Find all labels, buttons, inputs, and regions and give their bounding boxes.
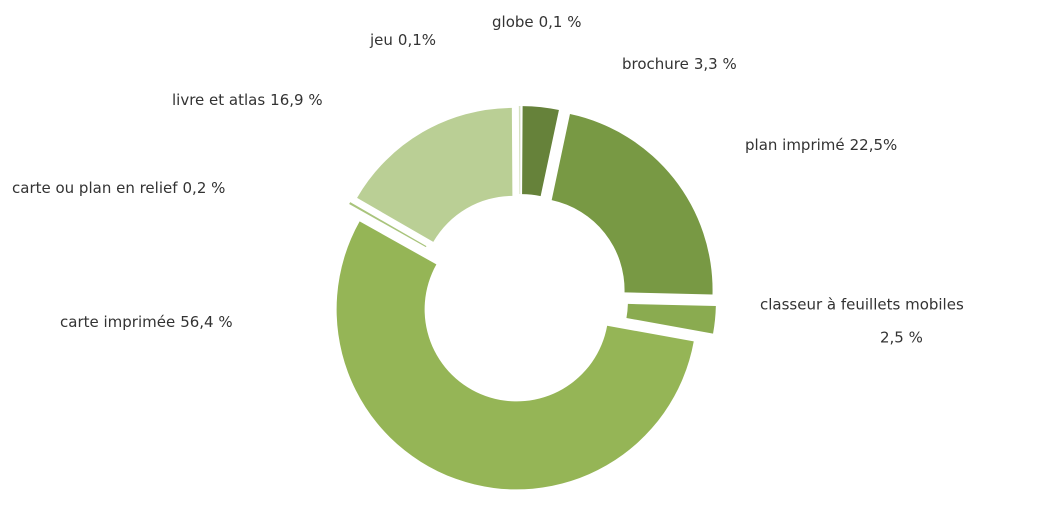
slice-value-label: 22,5% [850, 136, 898, 154]
slice-value-label: 2,5 % [880, 329, 923, 347]
slice-value-label: 16,9 % [270, 91, 322, 109]
slice-value-label: 0,1 % [539, 13, 582, 31]
slice-label: jeu 0,1% [369, 31, 436, 49]
slice-label: classeur à feuillets mobiles [760, 296, 964, 314]
slice-label: brochure 3,3 % [622, 55, 737, 73]
slice-label: globe 0,1 % [492, 13, 582, 31]
slice-value-label: 0,1% [398, 31, 436, 49]
slice-category: livre et atlas [172, 91, 265, 109]
slice-value-label: 3,3 % [694, 55, 737, 73]
donut-segment [522, 106, 559, 197]
slice-category: brochure [622, 55, 689, 73]
slice-category: carte ou plan en relief [12, 179, 178, 197]
slice-category: plan imprimé [745, 136, 845, 154]
slice-label: carte ou plan en relief 0,2 % [12, 179, 225, 197]
donut-segment [336, 221, 694, 490]
slice-category: carte imprimée [60, 313, 175, 331]
slice-label: carte imprimée 56,4 % [60, 313, 233, 331]
slice-category: jeu [369, 31, 393, 49]
slice-value-label: 0,2 % [183, 179, 226, 197]
donut-segment [520, 106, 522, 195]
slice-category: globe [492, 13, 534, 31]
slice-value-label: 56,4 % [180, 313, 232, 331]
slice-label: plan imprimé 22,5% [745, 136, 897, 154]
slice-label: livre et atlas 16,9 % [172, 91, 323, 109]
donut-segment [518, 106, 520, 195]
donut-segment [349, 202, 427, 248]
donut-segment [551, 114, 713, 295]
donut-segment [626, 303, 716, 334]
donut-segment [357, 107, 513, 242]
